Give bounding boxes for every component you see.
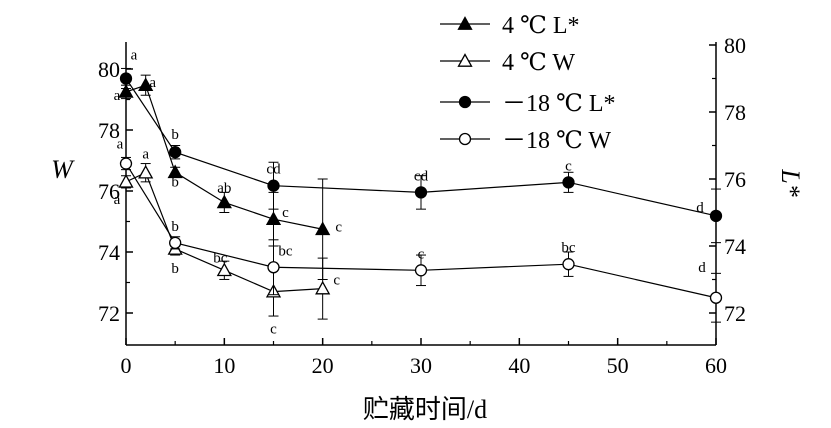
data-point: [709, 209, 723, 223]
data-label: cd: [414, 168, 429, 184]
y-left-tick-label: 80: [98, 57, 120, 82]
data-label: ab: [217, 180, 231, 196]
data-label: cd: [266, 162, 281, 178]
x-tick-label: 40: [508, 353, 530, 378]
data-label: d: [696, 200, 704, 216]
data-point: [709, 291, 723, 304]
legend-label: －18 ℃ W: [502, 128, 611, 154]
series-line: [125, 163, 717, 299]
data-point: [267, 179, 280, 192]
data-point: [265, 211, 282, 226]
data-point: [138, 77, 154, 92]
axes-group: 0 10 20 30 40 50 60 72 74 76 78 80 72 74 76 78 80: [98, 33, 746, 378]
legend-label: －18 ℃ L*: [502, 91, 616, 117]
data-label: c: [282, 205, 289, 221]
data-label: b: [171, 174, 179, 190]
data-point: [119, 72, 133, 85]
legend-marker: [457, 53, 473, 67]
data-label: a: [114, 192, 121, 208]
data-label: b: [171, 219, 179, 235]
legend-item: －18 ℃ W: [440, 128, 611, 154]
data-label: a: [114, 88, 121, 104]
data-point: [216, 262, 232, 277]
y-left-tick-label: 72: [98, 301, 120, 326]
legend: 4 ℃ L* 4 ℃ W －18 ℃ L* －18 ℃ W: [440, 13, 616, 154]
data-label: c: [333, 273, 340, 289]
x-tick-label: 20: [312, 353, 334, 378]
data-point: [118, 84, 134, 98]
y-left-tick-label: 76: [98, 179, 120, 204]
data-point: [315, 280, 331, 295]
data-label: a: [117, 137, 124, 153]
data-point: [315, 221, 331, 236]
data-label: bc: [213, 250, 228, 266]
data-point: [118, 174, 134, 188]
data-point: [414, 264, 428, 277]
data-label: c: [418, 246, 425, 262]
data-label: b: [171, 261, 179, 277]
legend-label: 4 ℃ L*: [502, 13, 580, 39]
data-point: [119, 157, 133, 170]
legend-marker: [458, 132, 472, 146]
y-left-tick-label: 74: [98, 240, 120, 265]
x-tick-label: 10: [213, 353, 235, 378]
legend-item: －18 ℃ L*: [440, 91, 616, 117]
x-tick-label: 30: [410, 353, 432, 378]
data-point: [167, 164, 183, 179]
x-tick-label: 0: [121, 353, 132, 378]
data-point: [562, 258, 575, 271]
data-label: d: [698, 260, 706, 276]
y-right-tick-label: 80: [724, 33, 746, 58]
data-label: a: [142, 147, 149, 163]
data-label: c: [335, 219, 342, 235]
data-point: [267, 261, 280, 274]
y-right-tick-label: 76: [724, 167, 746, 192]
legend-item: 4 ℃ W: [440, 50, 575, 76]
y-right-tick-label: 78: [724, 100, 746, 125]
legend-label: 4 ℃ W: [502, 50, 575, 76]
data-point: [562, 176, 575, 189]
data-label: a: [149, 75, 156, 91]
y-right-axis-title: L*: [776, 168, 805, 196]
series-line: [125, 78, 717, 217]
data-label: a: [131, 48, 138, 64]
y-right-tick-label: 74: [724, 234, 746, 259]
y-right-tick-label: 72: [724, 301, 746, 326]
data-label: c: [270, 322, 277, 338]
data-label: c: [565, 158, 572, 174]
x-tick-label: 50: [607, 353, 629, 378]
data-label: bc: [561, 240, 576, 256]
y-left-tick-label: 78: [98, 118, 120, 143]
y-left-axis-title: W: [51, 155, 75, 184]
legend-item: 4 ℃ L*: [440, 13, 580, 39]
data-label: b: [171, 127, 179, 143]
x-axis-title: 贮藏时间/d: [363, 395, 487, 424]
data-label: bc: [278, 243, 293, 259]
data-point: [414, 186, 428, 199]
legend-marker: [458, 95, 472, 109]
legend-marker: [457, 16, 473, 30]
data-point: [216, 194, 232, 209]
data-point: [169, 146, 182, 159]
data-point: [169, 236, 182, 250]
data-point: [138, 164, 154, 179]
x-tick-label: 60: [705, 353, 727, 378]
